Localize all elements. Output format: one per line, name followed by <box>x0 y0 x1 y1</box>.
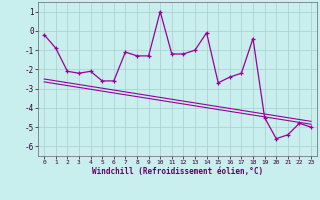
X-axis label: Windchill (Refroidissement éolien,°C): Windchill (Refroidissement éolien,°C) <box>92 167 263 176</box>
